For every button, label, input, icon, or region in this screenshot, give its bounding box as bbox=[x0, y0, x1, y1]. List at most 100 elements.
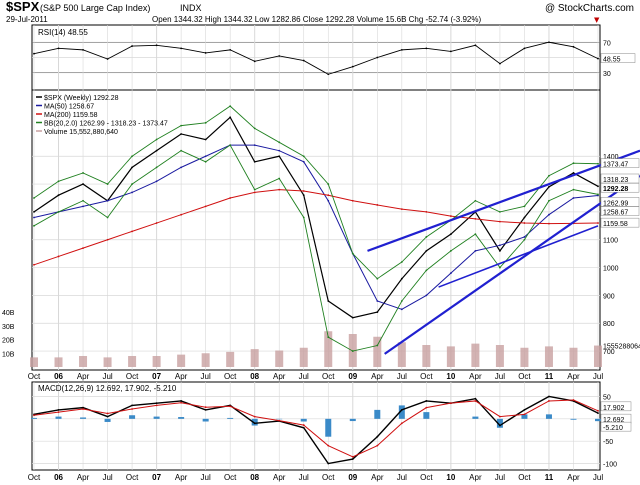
bb-upper-point bbox=[229, 105, 232, 108]
ma50-point bbox=[400, 308, 403, 311]
price-value-box bbox=[600, 182, 640, 193]
spx-price-point bbox=[302, 194, 305, 197]
ma50-point bbox=[474, 249, 477, 252]
bb-lower-point bbox=[474, 233, 477, 236]
ma50-point bbox=[499, 244, 501, 247]
ma50-point bbox=[106, 199, 109, 202]
rsi-point bbox=[57, 47, 60, 50]
macd-histogram-bar bbox=[349, 418, 356, 422]
macd-y-tick: -50 bbox=[603, 439, 613, 446]
ma200-point bbox=[400, 208, 403, 211]
macd-point bbox=[499, 424, 501, 427]
rsi-point bbox=[131, 45, 133, 47]
price-x-tick: Oct bbox=[28, 372, 41, 381]
price-x-tick: Oct bbox=[224, 372, 237, 381]
ma50-point bbox=[278, 149, 281, 152]
macd-point bbox=[376, 435, 379, 438]
volume-bar bbox=[250, 349, 259, 367]
macd-histogram-bar bbox=[251, 418, 258, 426]
bb-lower-point bbox=[33, 224, 35, 227]
rsi-point bbox=[253, 60, 256, 63]
ma50-point bbox=[548, 213, 550, 216]
macd-x-tick: Apr bbox=[273, 473, 286, 482]
bb-lower-point bbox=[131, 183, 133, 185]
price-x-tick: Jul bbox=[201, 372, 211, 381]
macd-point bbox=[106, 415, 109, 418]
macd-point bbox=[131, 404, 133, 407]
macd-histogram-bar bbox=[398, 405, 405, 419]
price-value-box bbox=[600, 158, 640, 168]
ma200-point bbox=[302, 190, 305, 192]
price-x-tick: Oct bbox=[126, 372, 139, 381]
ma50-point bbox=[523, 236, 526, 238]
rsi-y-tick: 30 bbox=[603, 71, 611, 78]
macd-histogram-bar bbox=[227, 417, 234, 419]
price-value-label: 1318.23 bbox=[603, 177, 628, 184]
rsi-point bbox=[572, 45, 575, 48]
macd-histogram-bar bbox=[80, 417, 87, 419]
price-y-tick: 1000 bbox=[603, 266, 619, 273]
rsi-point bbox=[351, 65, 354, 68]
spx-price-point bbox=[204, 138, 207, 141]
price-x-tick: Jul bbox=[397, 372, 407, 381]
macd-y-tick: -100 bbox=[603, 462, 617, 469]
ma50-point bbox=[376, 300, 379, 302]
ma200-point bbox=[523, 222, 526, 224]
ma50-point bbox=[180, 166, 183, 169]
spx-price-line bbox=[33, 116, 599, 319]
macd-histogram-bar bbox=[496, 418, 503, 428]
ma50-point bbox=[425, 294, 428, 297]
macd-point bbox=[548, 395, 550, 398]
price-value-box bbox=[600, 217, 640, 228]
price-x-tick: Oct bbox=[518, 372, 531, 381]
bb-lower-point bbox=[204, 160, 207, 163]
ma200-point bbox=[82, 247, 84, 249]
ma50-line bbox=[33, 144, 599, 310]
volume-bar bbox=[299, 347, 308, 367]
price-x-tick: Apr bbox=[469, 372, 482, 381]
price-x-tick: Oct bbox=[322, 372, 335, 381]
macd-x-tick: Jul bbox=[495, 473, 505, 482]
macd-y-tick: 50 bbox=[603, 394, 611, 401]
macd-value-label: -5.210 bbox=[603, 425, 623, 432]
bb-lower-point bbox=[180, 149, 183, 152]
bb-upper-point bbox=[548, 174, 550, 177]
ma50-point bbox=[302, 160, 305, 163]
macd-x-tick: 09 bbox=[348, 473, 357, 482]
volume-bar bbox=[128, 356, 137, 367]
bb-upper-point bbox=[155, 138, 158, 141]
macd-point bbox=[180, 400, 183, 402]
macd-signal-point bbox=[33, 414, 35, 417]
bb-lower-point bbox=[449, 249, 452, 252]
rsi-label: RSI(14) 48.55 bbox=[38, 28, 88, 37]
bb-lower-point bbox=[425, 269, 428, 272]
watermark: @ StockCharts.com bbox=[545, 3, 634, 14]
ma50-point bbox=[131, 191, 133, 194]
price-x-tick: Jul bbox=[593, 372, 603, 381]
exchange-label: INDX bbox=[180, 3, 202, 13]
price-x-tick: Apr bbox=[77, 372, 90, 381]
ma50-point bbox=[82, 205, 84, 208]
bb-lower-point bbox=[548, 199, 550, 202]
ma50-point bbox=[449, 272, 452, 275]
ma200-point bbox=[351, 199, 354, 202]
rsi-point bbox=[180, 47, 183, 50]
macd-point bbox=[253, 422, 256, 425]
bb-lower-point bbox=[572, 188, 575, 191]
volume-tick: 30B bbox=[2, 324, 15, 331]
macd-signal-point bbox=[548, 400, 550, 402]
legend-entry: $SPX (Weekly) 1292.28 bbox=[44, 95, 119, 102]
ma200-point bbox=[57, 255, 60, 258]
ma50-point bbox=[33, 216, 35, 219]
price-value-label: 1159.58 bbox=[603, 221, 628, 228]
macd-line bbox=[33, 395, 599, 465]
macd-histogram-bar bbox=[153, 416, 160, 419]
macd-x-tick: 11 bbox=[545, 473, 554, 482]
macd-signal-point bbox=[523, 413, 526, 416]
spx-price-point bbox=[131, 166, 133, 169]
macd-x-tick: 08 bbox=[250, 473, 259, 482]
price-y-tick: 800 bbox=[603, 321, 615, 328]
macd-signal-point bbox=[204, 406, 207, 409]
price-x-tick: 09 bbox=[348, 372, 357, 381]
rsi-point bbox=[548, 41, 550, 44]
